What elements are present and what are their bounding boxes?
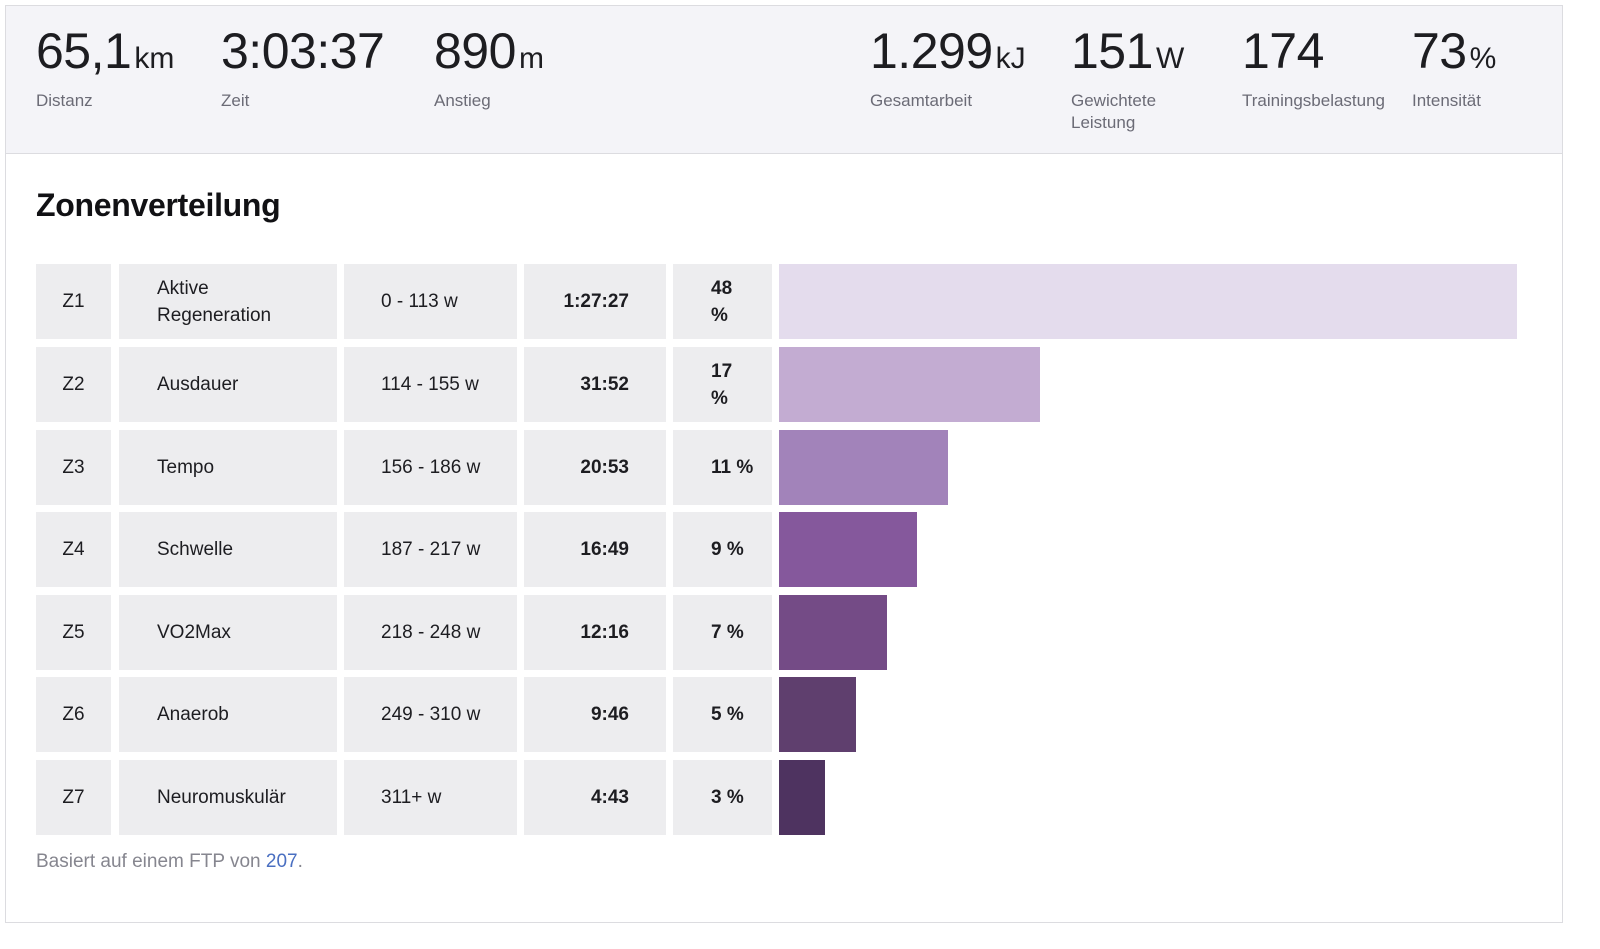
- zone-power-range: 156 - 186 w: [344, 430, 517, 505]
- zone-time: 20:53: [524, 430, 666, 505]
- stat-value: 73: [1412, 23, 1467, 79]
- stat-label: Gesamtarbeit: [870, 91, 973, 110]
- zone-power-range: 114 - 155 w: [344, 347, 517, 422]
- activity-summary-card: 65,1 km Distanz 3:03:37 Zeit 890 m Anstieg…: [5, 5, 1563, 923]
- stat-total-work: 1.299 kJ Gesamtarbeit: [870, 24, 1026, 112]
- stat-label: Trainingsbelastung: [1242, 91, 1386, 110]
- zone-power-range: 187 - 217 w: [344, 512, 517, 587]
- zone-name: Neuromuskulär: [119, 760, 337, 835]
- zone-bar-z5: [779, 595, 887, 670]
- zone-time: 12:16: [524, 595, 666, 670]
- stats-header: 65,1 km Distanz 3:03:37 Zeit 890 m Anstieg…: [6, 6, 1562, 154]
- zone-percent: 7 %: [673, 595, 772, 670]
- zone-bar-z1: [779, 264, 1517, 339]
- stat-weighted-power: 151 W Gewichtete Leistung: [1071, 24, 1184, 134]
- footnote-suffix: .: [297, 851, 303, 872]
- zone-distribution-title: Zonenverteilung: [36, 187, 281, 223]
- zone-id: Z6: [36, 677, 111, 752]
- zone-time: 31:52: [524, 347, 666, 422]
- zone-name: Anaerob: [119, 677, 337, 752]
- stat-value: 174: [1242, 23, 1324, 79]
- zone-name: Schwelle: [119, 512, 337, 587]
- stat-elevation: 890 m Anstieg: [434, 24, 544, 112]
- stat-value: 65,1: [36, 23, 132, 79]
- zone-time: 16:49: [524, 512, 666, 587]
- zone-name: VO2Max: [119, 595, 337, 670]
- stat-unit: km: [134, 42, 175, 75]
- zone-id: Z4: [36, 512, 111, 587]
- stat-label: Intensität: [1412, 91, 1481, 110]
- zone-row-z6: Z6 Anaerob 249 - 310 w 9:46 5 %: [36, 677, 1526, 752]
- zone-row-z3: Z3 Tempo 156 - 186 w 20:53 11 %: [36, 430, 1526, 505]
- zone-row-z4: Z4 Schwelle 187 - 217 w 16:49 9 %: [36, 512, 1526, 587]
- stat-value: 151: [1071, 23, 1153, 79]
- zone-percent-text: 48 %: [711, 277, 733, 326]
- footnote-prefix: Basiert auf einem FTP von: [36, 851, 266, 872]
- zone-time: 1:27:27: [524, 264, 666, 339]
- stat-intensity: 73% Intensität: [1412, 24, 1496, 112]
- zone-name: Aktive Regeneration: [119, 264, 337, 339]
- zone-time: 9:46: [524, 677, 666, 752]
- zone-name: Tempo: [119, 430, 337, 505]
- ftp-link[interactable]: 207: [265, 851, 298, 872]
- zone-power-range: 249 - 310 w: [344, 677, 517, 752]
- stat-value: 3:03:37: [221, 23, 385, 79]
- zone-id: Z2: [36, 347, 111, 422]
- zone-bar-z6: [779, 677, 856, 752]
- stat-value: 1.299: [870, 23, 993, 79]
- stat-value: 890: [434, 23, 516, 79]
- zone-row-z5: Z5 VO2Max 218 - 248 w 12:16 7 %: [36, 595, 1526, 670]
- stat-label: Anstieg: [434, 91, 491, 110]
- stat-unit: W: [1155, 42, 1185, 75]
- zone-power-range: 311+ w: [344, 760, 517, 835]
- stat-unit: kJ: [995, 42, 1026, 75]
- stat-label: Gewichtete Leistung: [1071, 91, 1157, 132]
- zone-percent: 17 %: [673, 347, 772, 422]
- stat-training-load: 174 Trainingsbelastung: [1242, 24, 1385, 112]
- zone-percent-text: 17 %: [711, 360, 733, 409]
- zone-row-z2: Z2 Ausdauer 114 - 155 w 31:52 17 %: [36, 347, 1526, 422]
- zone-percent: 5 %: [673, 677, 772, 752]
- ftp-footnote: Basiert auf einem FTP von 207.: [36, 851, 303, 873]
- zone-power-range: 0 - 113 w: [344, 264, 517, 339]
- stat-unit: %: [1469, 42, 1497, 75]
- stat-label: Distanz: [36, 91, 93, 110]
- zone-percent: 9 %: [673, 512, 772, 587]
- zone-id: Z3: [36, 430, 111, 505]
- zone-percent: 48 %: [673, 264, 772, 339]
- stat-label: Zeit: [221, 91, 250, 110]
- zone-bar-z3: [779, 430, 948, 505]
- stat-time: 3:03:37 Zeit: [221, 24, 387, 112]
- zone-name-text: Aktive Regeneration: [157, 277, 272, 326]
- zone-percent: 3 %: [673, 760, 772, 835]
- zone-bar-z4: [779, 512, 917, 587]
- zone-power-range: 218 - 248 w: [344, 595, 517, 670]
- zone-name: Ausdauer: [119, 347, 337, 422]
- zone-row-z7: Z7 Neuromuskulär 311+ w 4:43 3 %: [36, 760, 1526, 835]
- zone-percent: 11 %: [673, 430, 772, 505]
- stat-unit: m: [518, 42, 544, 75]
- stat-distance: 65,1 km Distanz: [36, 24, 174, 112]
- zone-id: Z5: [36, 595, 111, 670]
- zone-bar-z2: [779, 347, 1040, 422]
- zone-time: 4:43: [524, 760, 666, 835]
- zone-id: Z7: [36, 760, 111, 835]
- zone-row-z1: Z1 Aktive Regeneration 0 - 113 w 1:27:27…: [36, 264, 1526, 339]
- zone-bar-z7: [779, 760, 825, 835]
- zone-id: Z1: [36, 264, 111, 339]
